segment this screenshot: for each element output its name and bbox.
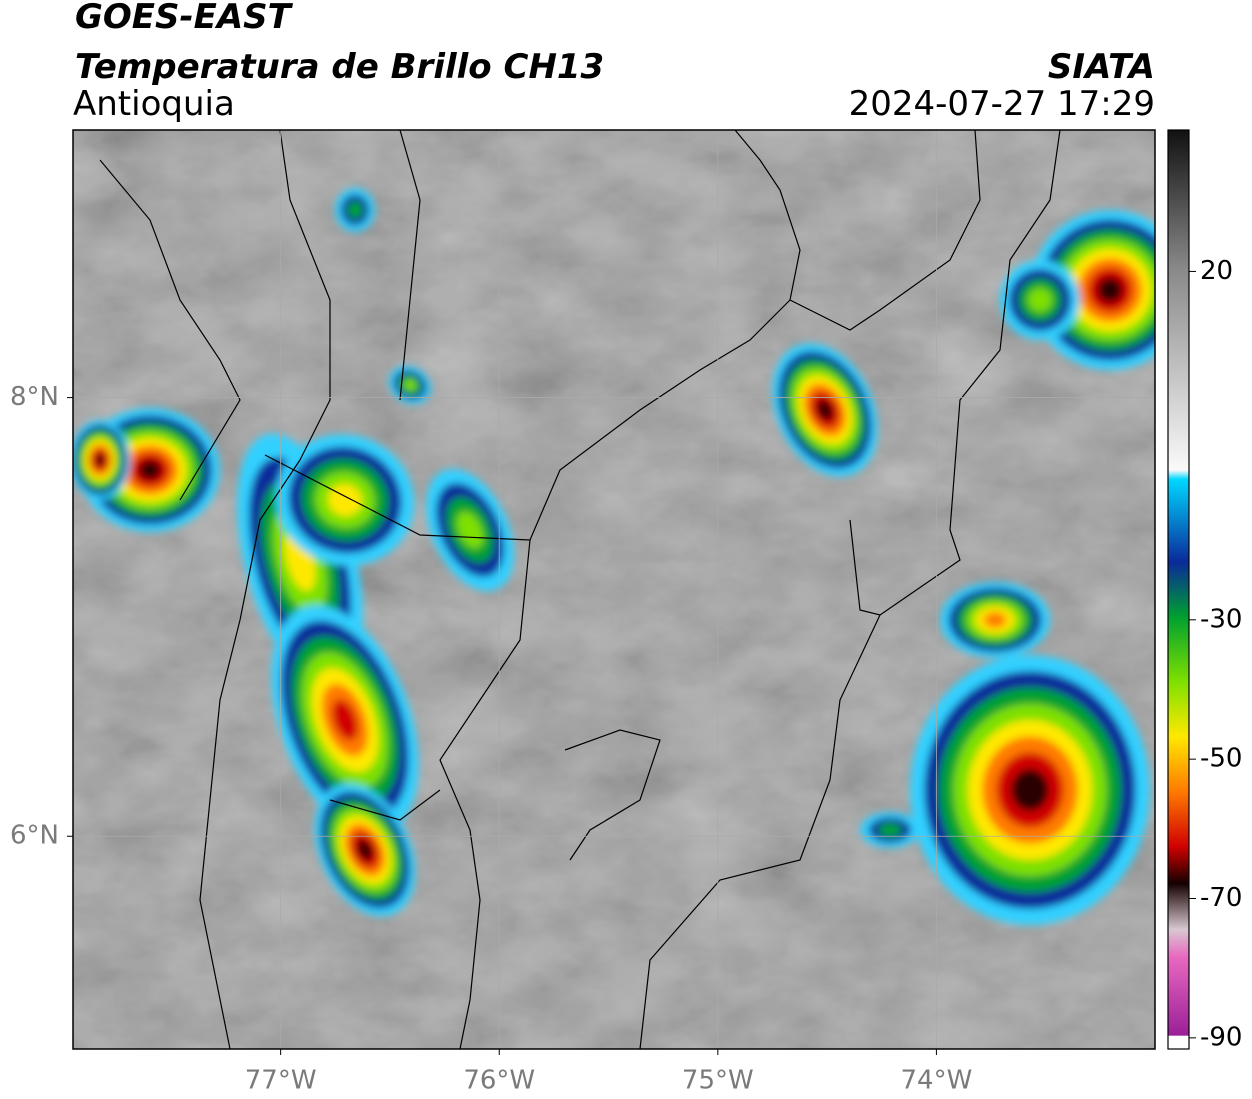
x-tick-label: 75°W (682, 1066, 754, 1096)
storm-cloud (357, 839, 373, 861)
borders (99, 130, 1061, 1049)
storm-cloud (403, 379, 417, 391)
colorbar (1167, 129, 1190, 1050)
x-tick-label: 77°W (245, 1066, 317, 1096)
storm-cloud (139, 460, 161, 480)
storm-cloud (878, 822, 902, 838)
storm-cloud (95, 453, 105, 467)
colorbar-tick-label: -50 (1200, 744, 1242, 774)
subtitle: Temperatura de Brillo CH13 (75, 47, 604, 87)
colorbar-tick-label: 20 (1200, 256, 1233, 286)
storm-cloud (1097, 277, 1123, 303)
storm-cloud (456, 511, 484, 549)
x-tick-label: 74°W (901, 1066, 973, 1096)
storm-cloud (1027, 287, 1053, 313)
map-frame (72, 129, 1156, 1050)
y-tick-label: 6°N (10, 821, 59, 851)
colorbar-tick-label: -90 (1200, 1022, 1242, 1052)
storm-cloud (347, 201, 363, 219)
map-image (73, 130, 1155, 1049)
storm-cloud (331, 699, 359, 741)
colorbar-tick-label: -30 (1200, 604, 1242, 634)
storm-cloud (1011, 768, 1049, 812)
datetime: 2024-07-27 17:29 (849, 84, 1155, 124)
source: SIATA (1048, 47, 1155, 87)
storm-cloud (983, 612, 1007, 628)
region: Antioquia (73, 84, 235, 124)
storm-cloud (816, 399, 834, 421)
colorbar-tick-label: -70 (1200, 883, 1242, 913)
x-tick-label: 76°W (463, 1066, 535, 1096)
title: GOES-EAST (75, 0, 294, 37)
y-tick-label: 8°N (10, 382, 59, 412)
